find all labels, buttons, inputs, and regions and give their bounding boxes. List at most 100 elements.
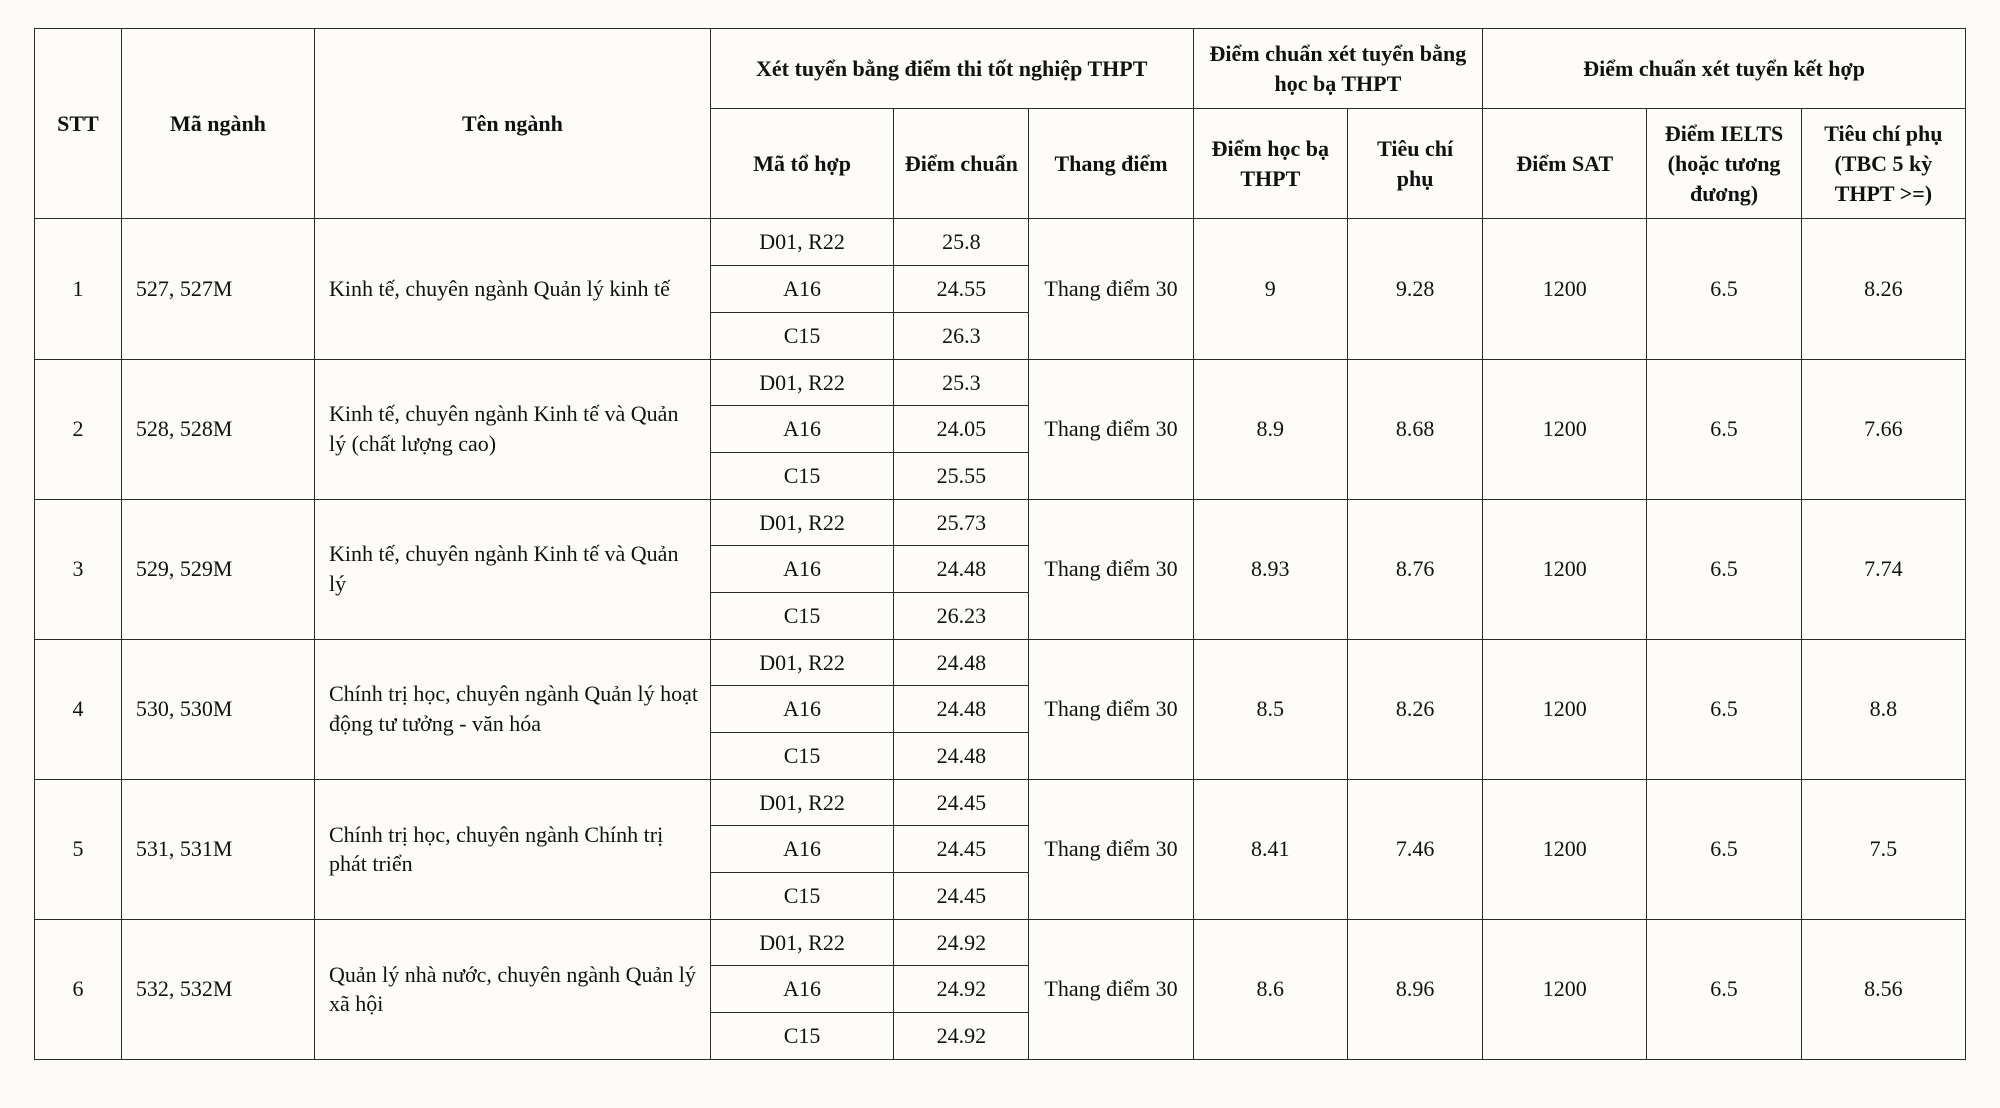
cell-diem-hoc-ba: 9 xyxy=(1193,219,1347,359)
col-diem-sat: Điểm SAT xyxy=(1483,109,1647,219)
cell-diem-chuan: 25.8 xyxy=(894,219,1029,266)
colgroup-thpt: Xét tuyển bằng điểm thi tốt nghiệp THPT xyxy=(710,29,1193,109)
cell-diem-chuan: 24.92 xyxy=(894,919,1029,966)
cell-diem-chuan: 25.55 xyxy=(894,452,1029,499)
cell-diem-chuan: 24.05 xyxy=(894,406,1029,453)
cell-diem-chuan: 24.92 xyxy=(894,1013,1029,1060)
cell-diem-chuan: 24.48 xyxy=(894,546,1029,593)
cell-diem-ielts: 6.5 xyxy=(1647,639,1801,779)
cell-tcp-hocba: 8.76 xyxy=(1348,499,1483,639)
table-row: 3529, 529MKinh tế, chuyên ngành Kinh tế … xyxy=(35,499,1966,546)
cell-tcp-hocba: 9.28 xyxy=(1348,219,1483,359)
cell-ma-to-hop: D01, R22 xyxy=(710,499,893,546)
cell-diem-ielts: 6.5 xyxy=(1647,359,1801,499)
cell-tcp-hocba: 8.26 xyxy=(1348,639,1483,779)
cell-tcp-hocba: 8.96 xyxy=(1348,919,1483,1059)
cell-diem-hoc-ba: 8.6 xyxy=(1193,919,1347,1059)
cell-diem-chuan: 24.55 xyxy=(894,266,1029,313)
cell-diem-chuan: 24.45 xyxy=(894,873,1029,920)
cell-ma-to-hop: D01, R22 xyxy=(710,639,893,686)
cell-diem-sat: 1200 xyxy=(1483,919,1647,1059)
cell-diem-sat: 1200 xyxy=(1483,639,1647,779)
col-thang-diem: Thang điểm xyxy=(1029,109,1193,219)
cell-diem-ielts: 6.5 xyxy=(1647,219,1801,359)
admissions-table: STT Mã ngành Tên ngành Xét tuyển bằng đi… xyxy=(34,28,1966,1060)
col-diem-ielts: Điểm IELTS (hoặc tương đương) xyxy=(1647,109,1801,219)
col-ma-nganh: Mã ngành xyxy=(121,29,314,219)
col-ten-nganh: Tên ngành xyxy=(314,29,710,219)
cell-diem-hoc-ba: 8.41 xyxy=(1193,779,1347,919)
cell-diem-chuan: 24.92 xyxy=(894,966,1029,1013)
cell-tcp-kethop: 7.5 xyxy=(1801,779,1965,919)
cell-diem-hoc-ba: 8.9 xyxy=(1193,359,1347,499)
col-tcp-kethop: Tiêu chí phụ (TBC 5 kỳ THPT >=) xyxy=(1801,109,1965,219)
cell-thang-diem: Thang điểm 30 xyxy=(1029,359,1193,499)
table-row: 4530, 530MChính trị học, chuyên ngành Qu… xyxy=(35,639,1966,686)
cell-diem-chuan: 24.48 xyxy=(894,733,1029,780)
cell-ma-to-hop: C15 xyxy=(710,733,893,780)
cell-ma-to-hop: C15 xyxy=(710,312,893,359)
cell-ma-to-hop: C15 xyxy=(710,592,893,639)
table-row: 2528, 528MKinh tế, chuyên ngành Kinh tế … xyxy=(35,359,1966,406)
cell-stt: 2 xyxy=(35,359,122,499)
cell-diem-sat: 1200 xyxy=(1483,499,1647,639)
table-row: 1527, 527MKinh tế, chuyên ngành Quản lý … xyxy=(35,219,1966,266)
col-ma-to-hop: Mã tổ hợp xyxy=(710,109,893,219)
cell-diem-sat: 1200 xyxy=(1483,359,1647,499)
cell-diem-hoc-ba: 8.93 xyxy=(1193,499,1347,639)
cell-ten-nganh: Kinh tế, chuyên ngành Quản lý kinh tế xyxy=(314,219,710,359)
cell-diem-ielts: 6.5 xyxy=(1647,779,1801,919)
col-stt: STT xyxy=(35,29,122,219)
cell-diem-chuan: 24.45 xyxy=(894,826,1029,873)
cell-ma-nganh: 527, 527M xyxy=(121,219,314,359)
colgroup-hocba: Điểm chuẩn xét tuyển bằng học bạ THPT xyxy=(1193,29,1483,109)
cell-ma-to-hop: C15 xyxy=(710,452,893,499)
cell-ten-nganh: Chính trị học, chuyên ngành Quản lý hoạt… xyxy=(314,639,710,779)
cell-tcp-kethop: 7.74 xyxy=(1801,499,1965,639)
cell-stt: 1 xyxy=(35,219,122,359)
cell-ma-to-hop: C15 xyxy=(710,1013,893,1060)
cell-diem-ielts: 6.5 xyxy=(1647,919,1801,1059)
cell-tcp-hocba: 8.68 xyxy=(1348,359,1483,499)
cell-thang-diem: Thang điểm 30 xyxy=(1029,499,1193,639)
cell-thang-diem: Thang điểm 30 xyxy=(1029,919,1193,1059)
cell-ma-to-hop: A16 xyxy=(710,546,893,593)
table-row: 5531, 531MChính trị học, chuyên ngành Ch… xyxy=(35,779,1966,826)
table-header: STT Mã ngành Tên ngành Xét tuyển bằng đi… xyxy=(35,29,1966,219)
cell-diem-chuan: 26.23 xyxy=(894,592,1029,639)
cell-ma-nganh: 529, 529M xyxy=(121,499,314,639)
cell-ma-to-hop: D01, R22 xyxy=(710,919,893,966)
cell-tcp-hocba: 7.46 xyxy=(1348,779,1483,919)
table-row: 6532, 532MQuản lý nhà nước, chuyên ngành… xyxy=(35,919,1966,966)
cell-tcp-kethop: 8.56 xyxy=(1801,919,1965,1059)
cell-ma-to-hop: D01, R22 xyxy=(710,359,893,406)
cell-diem-sat: 1200 xyxy=(1483,219,1647,359)
cell-ma-to-hop: A16 xyxy=(710,686,893,733)
cell-ma-to-hop: A16 xyxy=(710,966,893,1013)
cell-diem-ielts: 6.5 xyxy=(1647,499,1801,639)
cell-thang-diem: Thang điểm 30 xyxy=(1029,779,1193,919)
cell-diem-hoc-ba: 8.5 xyxy=(1193,639,1347,779)
col-diem-hoc-ba: Điểm học bạ THPT xyxy=(1193,109,1347,219)
col-diem-chuan: Điểm chuẩn xyxy=(894,109,1029,219)
cell-stt: 4 xyxy=(35,639,122,779)
cell-ten-nganh: Kinh tế, chuyên ngành Kinh tế và Quản lý… xyxy=(314,359,710,499)
cell-ma-nganh: 530, 530M xyxy=(121,639,314,779)
cell-ma-to-hop: A16 xyxy=(710,826,893,873)
cell-ma-to-hop: C15 xyxy=(710,873,893,920)
cell-stt: 6 xyxy=(35,919,122,1059)
cell-diem-chuan: 24.45 xyxy=(894,779,1029,826)
cell-ma-to-hop: D01, R22 xyxy=(710,779,893,826)
cell-ma-nganh: 528, 528M xyxy=(121,359,314,499)
cell-tcp-kethop: 7.66 xyxy=(1801,359,1965,499)
cell-diem-chuan: 24.48 xyxy=(894,639,1029,686)
cell-tcp-kethop: 8.26 xyxy=(1801,219,1965,359)
cell-ten-nganh: Quản lý nhà nước, chuyên ngành Quản lý x… xyxy=(314,919,710,1059)
cell-diem-chuan: 25.73 xyxy=(894,499,1029,546)
cell-diem-chuan: 25.3 xyxy=(894,359,1029,406)
cell-diem-sat: 1200 xyxy=(1483,779,1647,919)
col-tcp-hocba: Tiêu chí phụ xyxy=(1348,109,1483,219)
cell-thang-diem: Thang điểm 30 xyxy=(1029,219,1193,359)
cell-ma-to-hop: A16 xyxy=(710,406,893,453)
cell-diem-chuan: 26.3 xyxy=(894,312,1029,359)
